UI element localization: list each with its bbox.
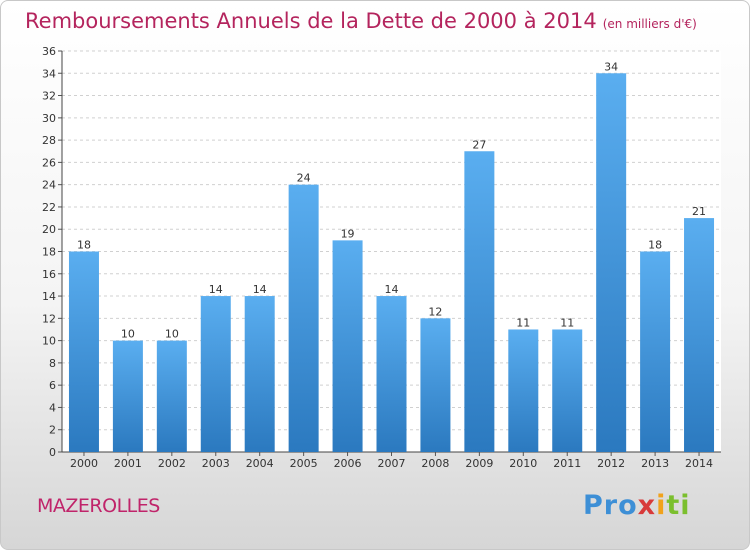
y-tick-label: 12 (42, 312, 56, 325)
x-tick-label: 2003 (202, 457, 230, 470)
bar (332, 240, 363, 452)
bar (684, 218, 715, 452)
y-tick-label: 30 (42, 112, 56, 125)
chart-title-text: Remboursements Annuels de la Dette de 20… (25, 9, 597, 33)
x-tick-label: 2004 (246, 457, 274, 470)
x-tick-label: 2010 (509, 457, 537, 470)
y-tick-label: 28 (42, 134, 56, 147)
bar (508, 329, 539, 452)
x-tick-label: 2000 (70, 457, 98, 470)
bar-value-label: 18 (77, 239, 91, 252)
x-tick-label: 2012 (597, 457, 625, 470)
bar-value-label: 10 (165, 328, 179, 341)
bar-value-label: 14 (385, 283, 399, 296)
y-tick-label: 10 (42, 335, 56, 348)
bar (288, 184, 319, 452)
y-tick-label: 8 (49, 357, 56, 370)
bar-value-label: 18 (648, 239, 662, 252)
chart-subtitle: (en milliers d'€) (602, 17, 697, 31)
x-tick-label: 2013 (641, 457, 669, 470)
x-tick-label: 2006 (334, 457, 362, 470)
y-tick-label: 26 (42, 156, 56, 169)
x-tick-label: 2007 (378, 457, 406, 470)
x-tick-label: 2014 (685, 457, 713, 470)
y-tick-label: 24 (42, 179, 56, 192)
city-name: MAZEROLLES (37, 495, 160, 517)
bar-value-label: 11 (560, 316, 574, 329)
bar-value-label: 12 (428, 305, 442, 318)
bar-value-label: 14 (253, 283, 267, 296)
bar (68, 251, 99, 452)
bar (244, 296, 275, 452)
chart-title: Remboursements Annuels de la Dette de 20… (25, 9, 697, 33)
bar-value-label: 27 (472, 138, 486, 151)
x-tick-label: 2002 (158, 457, 186, 470)
bar (112, 340, 143, 452)
y-tick-label: 0 (49, 446, 56, 459)
x-tick-label: 2001 (114, 457, 142, 470)
bar (640, 251, 671, 452)
bar-value-label: 10 (121, 328, 135, 341)
bar (156, 340, 187, 452)
x-tick-label: 2009 (465, 457, 493, 470)
bar-value-label: 21 (692, 205, 706, 218)
bar (200, 296, 231, 452)
logo-part-3: i (656, 490, 667, 521)
logo-part-4: ti (666, 490, 691, 521)
y-tick-label: 4 (49, 401, 56, 414)
logo-part-2: x (637, 490, 657, 521)
bar (596, 73, 627, 453)
bar (552, 329, 583, 452)
y-tick-label: 36 (42, 45, 56, 58)
bar-value-label: 19 (341, 227, 355, 240)
bar-value-label: 11 (516, 316, 530, 329)
bar (420, 318, 451, 452)
bar (464, 151, 495, 452)
y-tick-label: 14 (42, 290, 56, 303)
x-tick-label: 2008 (421, 457, 449, 470)
y-tick-label: 16 (42, 268, 56, 281)
logo-part-1: Pro (583, 490, 638, 521)
x-tick-label: 2005 (290, 457, 318, 470)
y-tick-label: 34 (42, 67, 56, 80)
bar-value-label: 24 (297, 172, 311, 185)
y-tick-label: 20 (42, 223, 56, 236)
y-tick-label: 2 (49, 424, 56, 437)
y-tick-label: 32 (42, 90, 56, 103)
y-tick-label: 6 (49, 379, 56, 392)
x-tick-label: 2011 (553, 457, 581, 470)
bar-value-label: 14 (209, 283, 223, 296)
y-tick-label: 22 (42, 201, 56, 214)
y-tick-label: 18 (42, 246, 56, 259)
proxiti-logo: Proxiti (583, 490, 691, 521)
bar-value-label: 34 (604, 60, 618, 73)
bar (376, 296, 407, 452)
